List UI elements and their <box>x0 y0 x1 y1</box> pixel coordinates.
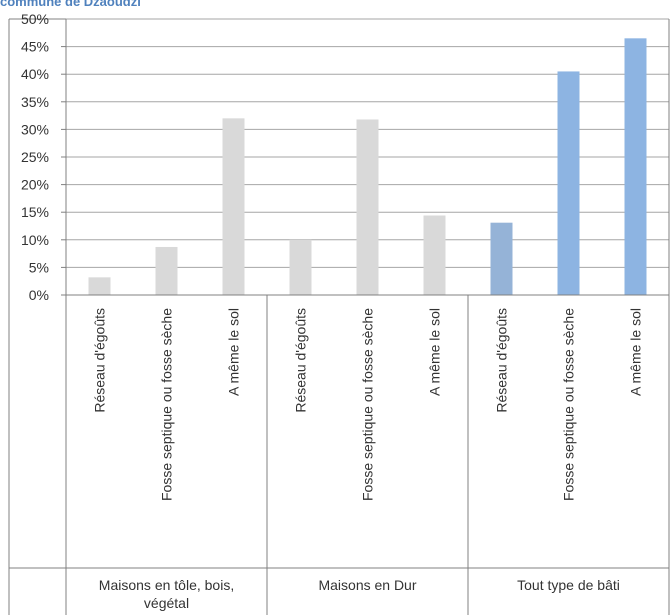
x-category-label: A même le sol <box>226 308 242 396</box>
bar <box>423 215 446 295</box>
y-tick-label: 30% <box>21 121 49 137</box>
bar <box>557 71 580 295</box>
bar <box>155 246 178 295</box>
x-group-label: Tout type de bâti <box>517 577 620 593</box>
y-tick-label: 15% <box>21 204 49 220</box>
x-category-label: Fosse septique ou fosse sèche <box>561 308 577 501</box>
x-category-label: Fosse septique ou fosse sèche <box>159 308 175 501</box>
x-group-label: Maisons en Dur <box>318 577 416 593</box>
x-category-label: Fosse septique ou fosse sèche <box>360 308 376 501</box>
y-tick-label: 10% <box>21 232 49 248</box>
bar <box>624 38 647 295</box>
bar <box>222 118 245 295</box>
bar <box>88 277 111 295</box>
y-tick-label: 40% <box>21 66 49 82</box>
bar <box>356 119 379 296</box>
y-tick-label: 35% <box>21 94 49 110</box>
x-group-label: Maisons en tôle, bois, <box>99 577 234 593</box>
x-group-label: végétal <box>144 595 189 611</box>
y-tick-label: 0% <box>29 287 49 303</box>
x-category-label: Réseau d'égoûts <box>494 308 510 413</box>
y-tick-label: 50% <box>21 11 49 27</box>
x-category-label: Réseau d'égoûts <box>92 308 108 413</box>
bar <box>490 222 513 295</box>
y-tick-label: 45% <box>21 39 49 55</box>
y-tick-label: 25% <box>21 149 49 165</box>
x-category-label: Réseau d'égoûts <box>293 308 309 413</box>
y-tick-label: 20% <box>21 177 49 193</box>
x-category-label: A même le sol <box>628 308 644 396</box>
x-category-label: A même le sol <box>427 308 443 396</box>
y-tick-label: 5% <box>29 259 49 275</box>
chart-title: commune de Dzaoudzi <box>0 0 141 9</box>
bar <box>289 239 312 295</box>
